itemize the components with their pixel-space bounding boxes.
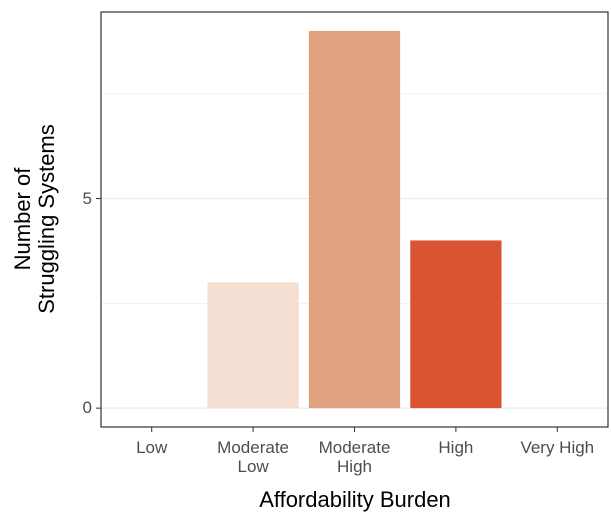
bar	[410, 240, 502, 409]
bar	[207, 282, 299, 409]
x-tick-label: Very High	[520, 438, 595, 457]
x-tick-label: High	[438, 438, 474, 457]
y-axis-title: Number of Struggling Systems	[10, 124, 59, 314]
x-tick-label: Low	[136, 438, 168, 457]
x-tick-label: Moderate High	[318, 438, 391, 476]
y-tick-label: 5	[82, 188, 92, 208]
bar	[308, 30, 401, 409]
y-tick-label: 0	[82, 398, 92, 418]
x-axis-title: Affordability Burden	[259, 487, 451, 512]
x-tick-label: Moderate Low	[217, 438, 289, 476]
panel-border	[100, 11, 609, 428]
